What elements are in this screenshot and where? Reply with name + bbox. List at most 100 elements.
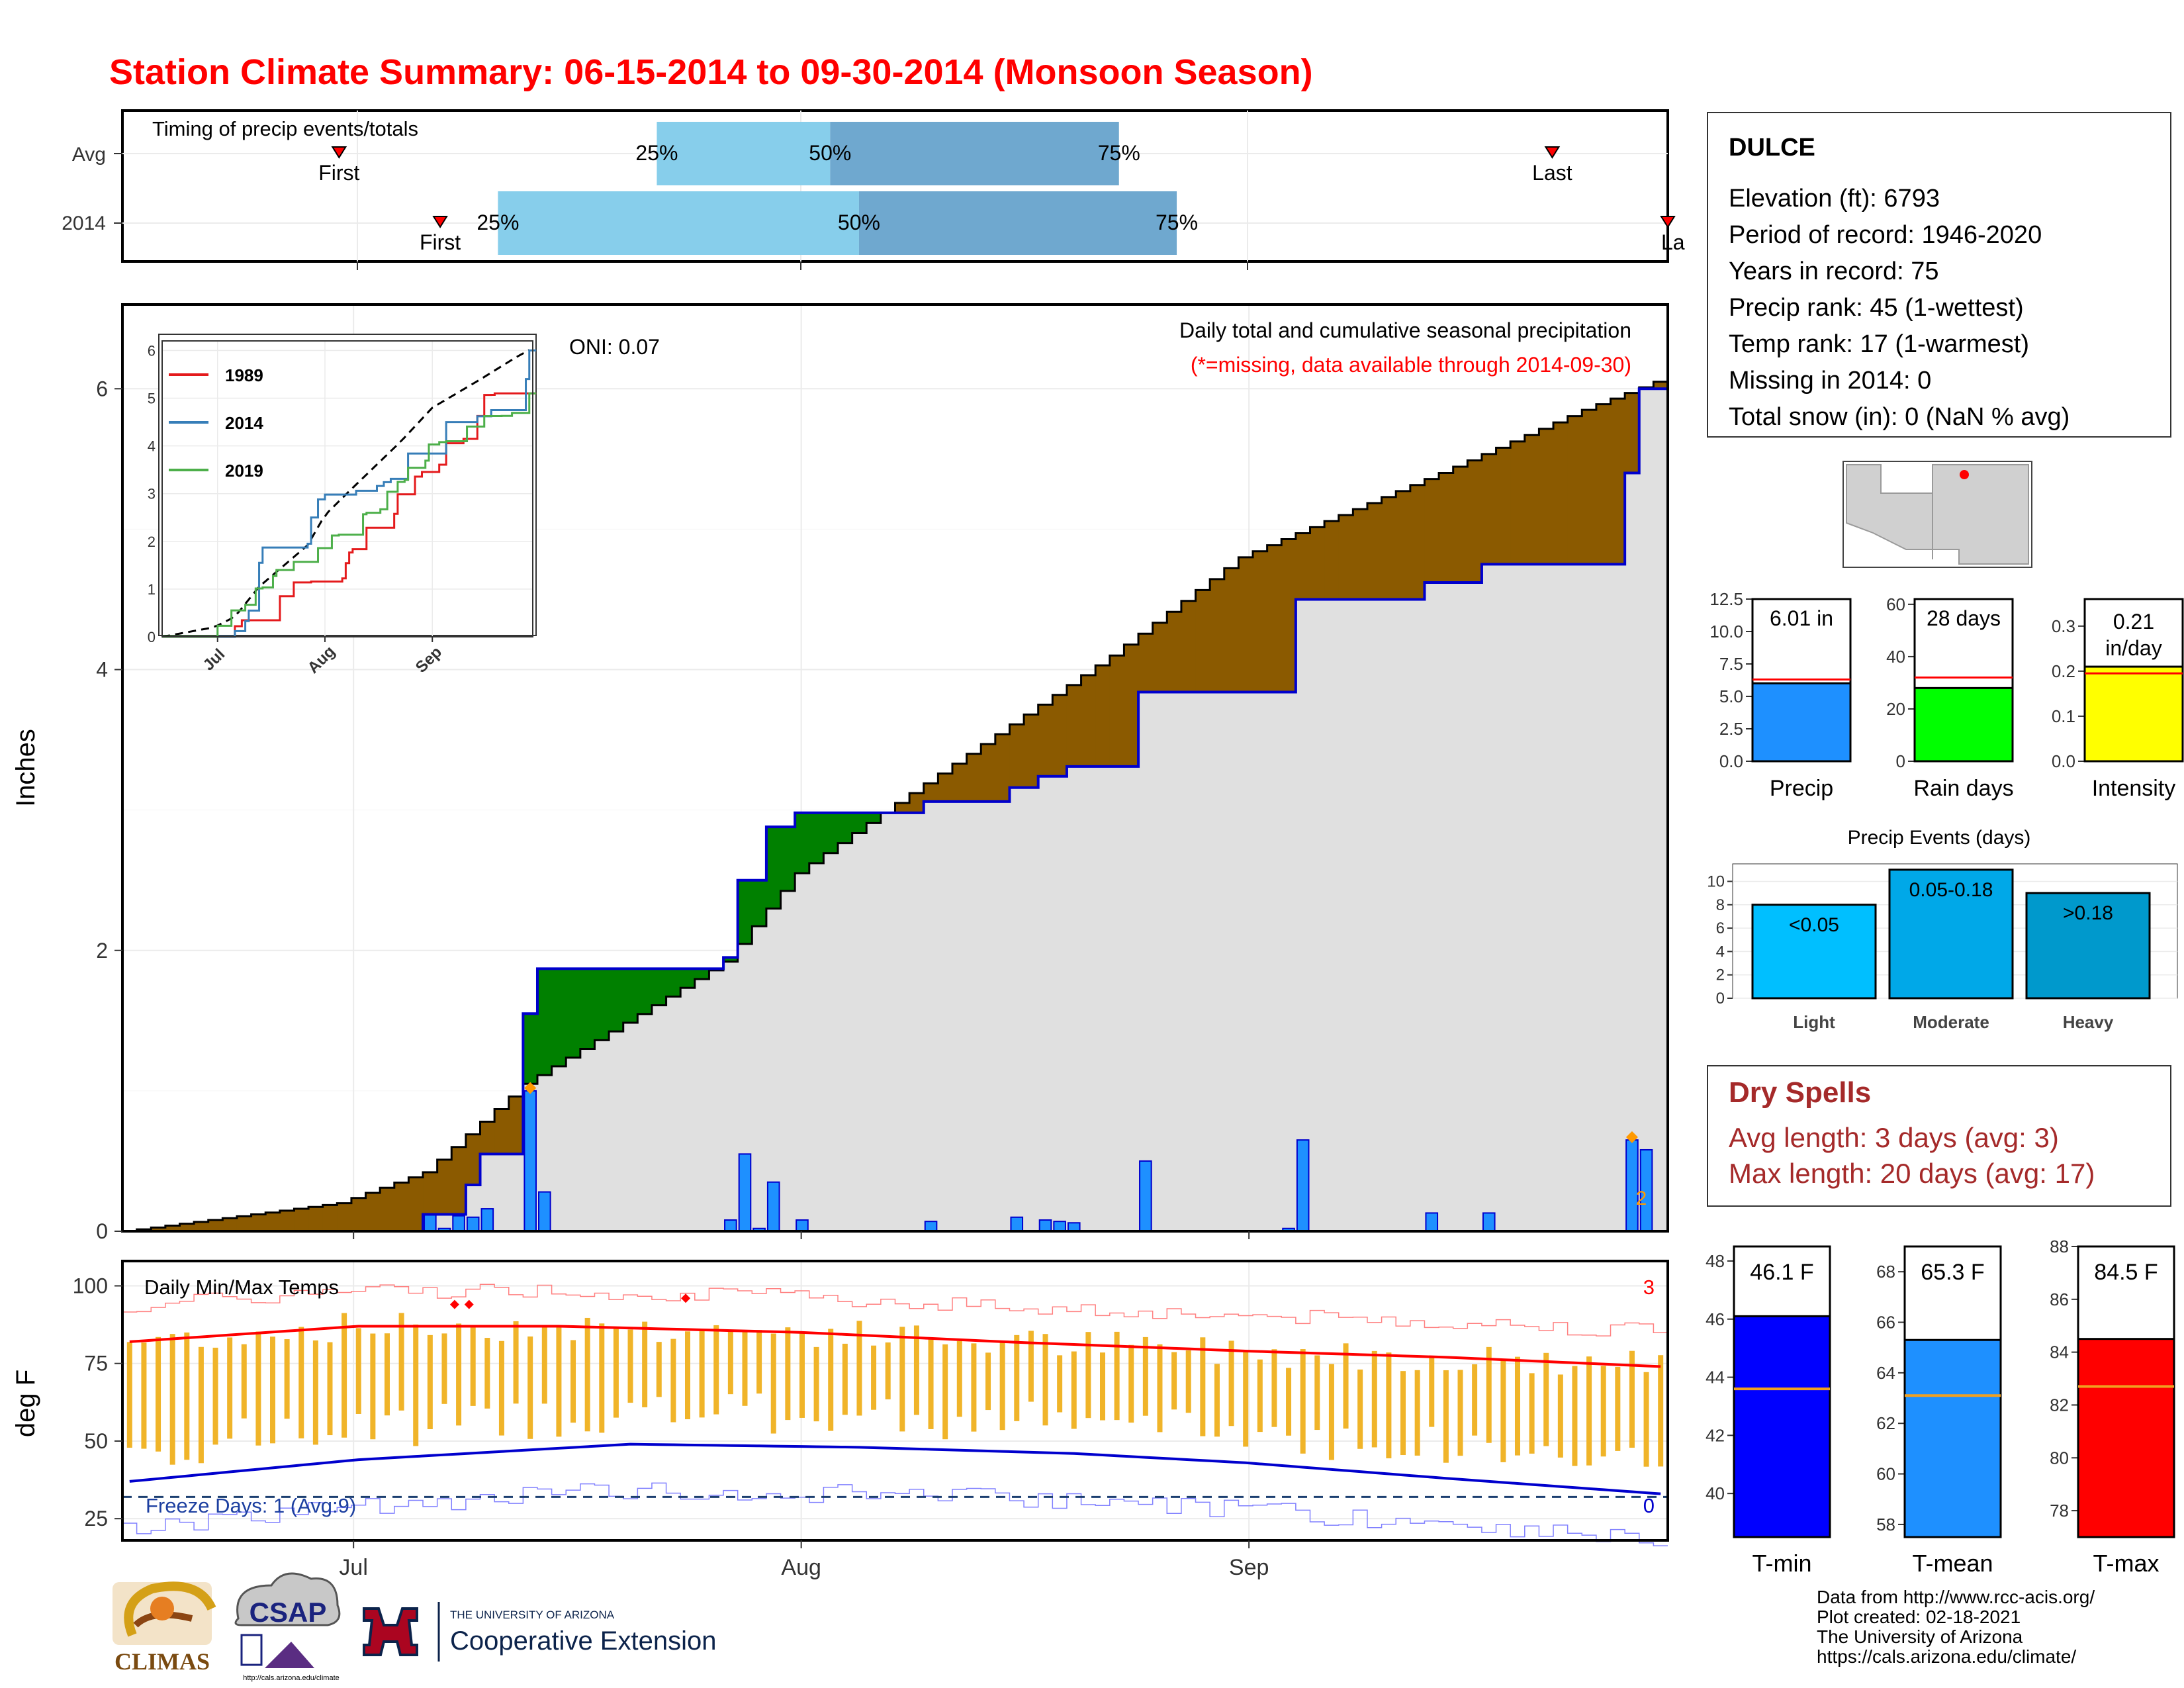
temp-daily-bar-88 bbox=[1386, 1352, 1392, 1459]
cum-diff-107 bbox=[1653, 381, 1668, 389]
timing-first-marker-avg bbox=[331, 146, 347, 159]
cum-diff-43 bbox=[737, 880, 752, 944]
summary-bar-tick-1-2: 40 bbox=[1886, 647, 1905, 667]
temp-daily-bar-27 bbox=[513, 1321, 519, 1404]
cum-diff-24 bbox=[465, 1134, 481, 1185]
cum-area-46 bbox=[780, 890, 796, 1231]
cum-diff-38 bbox=[666, 968, 681, 997]
summary-bar-value-2: 0.21 bbox=[2113, 610, 2154, 633]
temp-bar-fill-1 bbox=[1903, 1338, 2002, 1538]
timing-first-marker-2014 bbox=[432, 216, 448, 228]
legend-2019: 2019 bbox=[225, 461, 263, 481]
timing-bar-q1-2014 bbox=[498, 191, 859, 255]
inset-ytick-5: 5 bbox=[148, 391, 156, 407]
cum-diff-60 bbox=[981, 743, 996, 802]
station-temp-rank: Temp rank: 17 (1-warmest) bbox=[1729, 330, 2029, 358]
timing-bar-q2-avg bbox=[830, 122, 1119, 185]
cum-area-106 bbox=[1639, 389, 1654, 1231]
cum-area-63 bbox=[1024, 787, 1039, 1231]
temp-daily-bar-32 bbox=[584, 1317, 590, 1432]
cum-diff-88 bbox=[1381, 496, 1396, 600]
cum-area-96 bbox=[1496, 564, 1511, 1231]
temp-xtick-2: Sep bbox=[1229, 1555, 1269, 1580]
temp-daily-bar-80 bbox=[1271, 1349, 1277, 1427]
daily-precip-bar-0 bbox=[424, 1213, 437, 1232]
events-bar-range-2: >0.18 bbox=[2063, 902, 2113, 924]
temp-daily-bar-77 bbox=[1228, 1340, 1234, 1427]
cum-area-68 bbox=[1095, 766, 1111, 1231]
dry-spells-max: Max length: 20 days (avg: 17) bbox=[1729, 1158, 2095, 1189]
temp-daily-bar-102 bbox=[1586, 1356, 1592, 1466]
cum-area-55 bbox=[909, 812, 925, 1231]
cum-diff-73 bbox=[1167, 612, 1182, 692]
timing-label: Timing of precip events/totals bbox=[152, 117, 418, 140]
cum-diff-79 bbox=[1253, 551, 1268, 692]
temp-daily-bar-100 bbox=[1557, 1374, 1563, 1458]
precip-chart bbox=[122, 381, 1668, 1233]
temp-xtick-1: Aug bbox=[781, 1555, 821, 1580]
inset-ytick-4: 4 bbox=[148, 438, 156, 455]
inset-ytick-2: 2 bbox=[148, 534, 156, 550]
cum-diff-57 bbox=[938, 773, 953, 802]
temp-daily-bar-81 bbox=[1286, 1368, 1292, 1436]
cum-area-73 bbox=[1167, 692, 1182, 1231]
temp-daily-bar-56 bbox=[928, 1338, 934, 1429]
cum-diff-96 bbox=[1496, 447, 1511, 565]
temp-bar-2: 78 80 82 84 86 88 84.5 F T-max bbox=[2050, 1237, 2175, 1577]
daily-precip-bar-22 bbox=[1625, 1139, 1639, 1232]
precip-ylabel: Inches bbox=[11, 729, 40, 807]
temp-summary-bars: 40 42 44 46 48 46.1 F T-min 58 60 62 64 66 68 65.3 F T… bbox=[1706, 1237, 2175, 1577]
cum-diff-48 bbox=[809, 812, 824, 863]
temp-ytick-0: 25 bbox=[84, 1507, 108, 1530]
cum-diff-83 bbox=[1310, 527, 1325, 600]
temp-daily-bar-98 bbox=[1529, 1373, 1535, 1454]
summary-bar-tick-1-1: 20 bbox=[1886, 699, 1905, 719]
daily-precip-bar-17 bbox=[1139, 1160, 1152, 1233]
climas-logo-text: CLIMAS bbox=[114, 1648, 210, 1675]
daily-precip-bar-2 bbox=[452, 1215, 465, 1232]
station-missing: Missing in 2014: 0 bbox=[1729, 367, 1931, 395]
temp-bar-tick-0-3: 46 bbox=[1706, 1309, 1725, 1329]
cum-diff-89 bbox=[1396, 491, 1411, 600]
daily-precip-bar-11 bbox=[796, 1219, 809, 1232]
cum-diff-25 bbox=[480, 1121, 495, 1154]
temp-daily-bar-67 bbox=[1085, 1332, 1091, 1419]
cum-diff-54 bbox=[895, 803, 910, 813]
cum-area-52 bbox=[866, 823, 882, 1231]
temp-daily-bar-90 bbox=[1414, 1370, 1420, 1456]
summary-bar-value-0: 6.01 in bbox=[1770, 606, 1833, 630]
station-name: DULCE bbox=[1729, 134, 1815, 162]
temp-bar-tick-2-1: 80 bbox=[2050, 1448, 2069, 1468]
cum-diff-85 bbox=[1338, 515, 1353, 600]
temp-daily-bar-63 bbox=[1028, 1331, 1034, 1402]
timing-pct-avg-0: 25% bbox=[635, 141, 678, 165]
precip-panel: 0 2 4 6 Daily total and cumulative seasonal… bbox=[11, 303, 1669, 1243]
temp-daily-bar-91 bbox=[1429, 1356, 1435, 1427]
temp-daily-bar-87 bbox=[1371, 1350, 1377, 1448]
summary-bar-tick-0-0: 0.0 bbox=[1719, 751, 1743, 771]
cum-area-33 bbox=[594, 1040, 610, 1231]
temp-daily-bar-97 bbox=[1514, 1356, 1520, 1456]
footer-data-source: Data from http://www.rcc-acis.org/ bbox=[1817, 1587, 2095, 1607]
temp-daily-bar-5 bbox=[198, 1346, 204, 1464]
cum-diff-14 bbox=[322, 1205, 338, 1231]
temp-daily-bar-45 bbox=[770, 1333, 776, 1434]
temp-daily-bar-44 bbox=[756, 1330, 762, 1394]
cum-area-41 bbox=[709, 970, 724, 1231]
cum-diff-63 bbox=[1024, 714, 1039, 788]
timing-row-2014: 2014 bbox=[62, 212, 106, 234]
cum-area-36 bbox=[637, 1013, 653, 1231]
cum-diff-91 bbox=[1424, 479, 1439, 583]
cum-diff-23 bbox=[451, 1147, 467, 1215]
cum-area-50 bbox=[838, 843, 853, 1231]
precip-flag-marker-1 bbox=[1625, 1131, 1638, 1143]
cum-diff-26 bbox=[494, 1109, 510, 1154]
ua-small-text: THE UNIVERSITY OF ARIZONA bbox=[450, 1609, 615, 1621]
oni-label: ONI: 0.07 bbox=[569, 335, 660, 359]
temp-daily-bar-72 bbox=[1157, 1344, 1163, 1432]
temp-daily-bar-84 bbox=[1328, 1364, 1334, 1460]
cum-diff-93 bbox=[1453, 467, 1468, 583]
temp-daily-bar-39 bbox=[685, 1331, 691, 1419]
inset-ytick-0: 0 bbox=[148, 629, 156, 645]
